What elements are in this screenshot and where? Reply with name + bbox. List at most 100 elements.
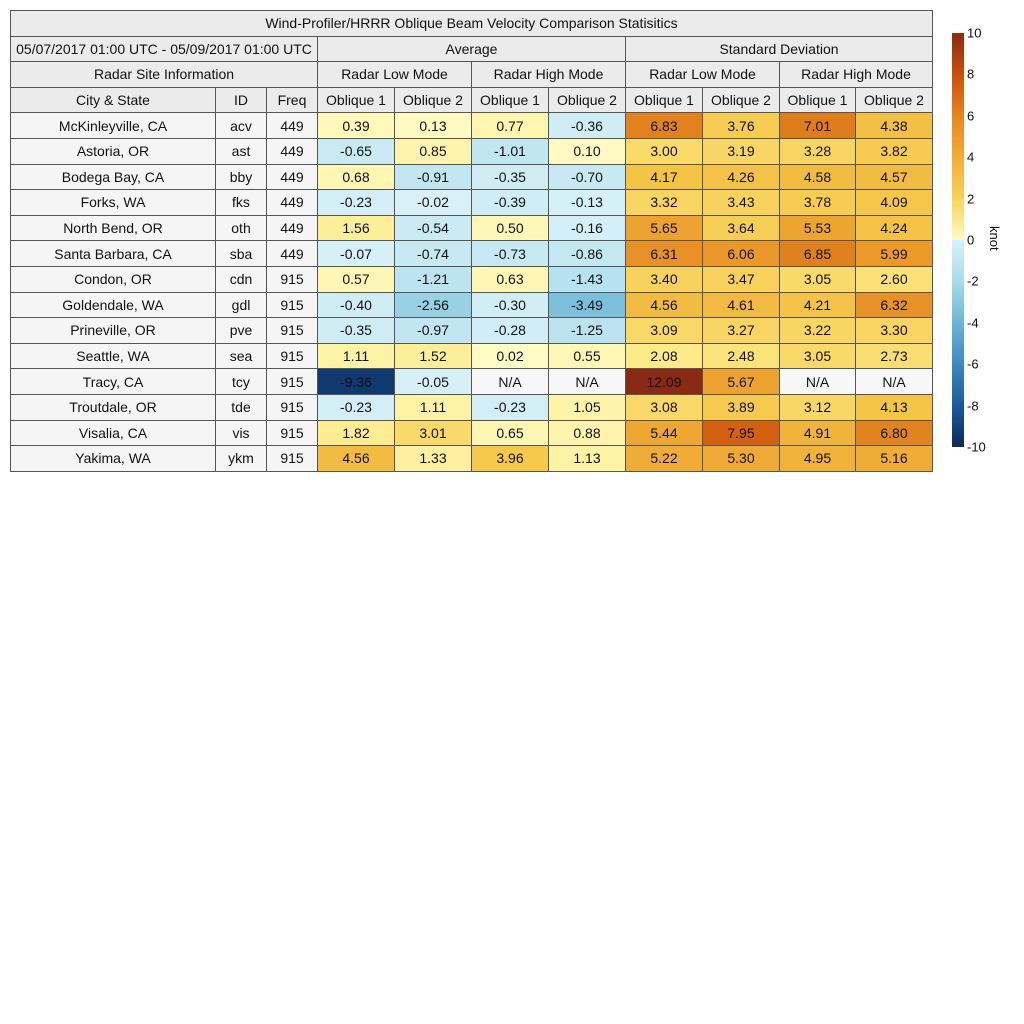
value-cell: N/A — [548, 368, 626, 395]
id-cell: sba — [215, 240, 267, 267]
freq-cell: 915 — [266, 368, 318, 395]
table-title: Wind-Profiler/HRRR Oblique Beam Velocity… — [10, 10, 933, 37]
value-cell: -1.25 — [548, 317, 626, 344]
value-cell: 3.32 — [625, 189, 703, 216]
value-cell: N/A — [855, 368, 933, 395]
city-cell: Condon, OR — [10, 265, 216, 293]
city-cell: Yakima, WA — [10, 445, 216, 472]
freq-cell: 449 — [266, 137, 318, 165]
column-header: Oblique 2 — [855, 86, 933, 114]
freq-cell: 449 — [266, 189, 318, 216]
value-cell: 1.11 — [394, 393, 472, 421]
table-row: Yakima, WA ykm 915 4.56 1.33 3.96 1.13 5.22 5.30… — [10, 445, 933, 472]
table-row: North Bend, OR oth 449 1.56 -0.54 0.50 -0.16 5.… — [10, 214, 933, 242]
value-cell: 3.89 — [702, 393, 780, 421]
column-header: Freq — [266, 86, 318, 114]
value-cell: -0.23 — [317, 393, 395, 421]
value-cell: 2.60 — [855, 265, 933, 293]
value-cell: N/A — [779, 368, 856, 395]
freq-cell: 449 — [266, 214, 318, 242]
id-cell: cdn — [215, 265, 267, 293]
value-cell: 3.00 — [625, 137, 703, 165]
freq-cell: 915 — [266, 342, 318, 370]
value-cell: 3.09 — [625, 317, 703, 344]
value-cell: -0.40 — [317, 291, 395, 319]
value-cell: 5.53 — [779, 214, 856, 242]
value-cell: -0.28 — [471, 317, 549, 344]
value-cell: -0.39 — [471, 189, 549, 216]
city-cell: Troutdale, OR — [10, 393, 216, 421]
value-cell: 0.10 — [548, 137, 626, 165]
value-cell: 2.08 — [625, 342, 703, 370]
value-cell: 1.33 — [394, 445, 472, 472]
value-cell: 7.95 — [702, 419, 780, 447]
column-header: ID — [215, 86, 267, 114]
table-row: Prineville, OR pve 915 -0.35 -0.97 -0.28 -1.25… — [10, 317, 933, 344]
value-cell: -0.16 — [548, 214, 626, 242]
value-cell: 3.28 — [779, 137, 856, 165]
value-cell: 3.08 — [625, 393, 703, 421]
table-row: Bodega Bay, CA bby 449 0.68 -0.91 -0.35 -0.70 4… — [10, 163, 933, 191]
table-row: McKinleyville, CA acv 449 0.39 0.13 0.77 -0.36… — [10, 112, 933, 139]
value-cell: 5.99 — [855, 240, 933, 267]
table-row: Visalia, CA vis 915 1.82 3.01 0.65 0.88 5.44 7.9… — [10, 419, 933, 447]
value-cell: -0.97 — [394, 317, 472, 344]
value-cell: 0.39 — [317, 112, 395, 139]
value-cell: 5.44 — [625, 419, 703, 447]
value-cell: -0.70 — [548, 163, 626, 191]
value-cell: 2.48 — [702, 342, 780, 370]
value-cell: 1.05 — [548, 393, 626, 421]
city-cell: Astoria, OR — [10, 137, 216, 165]
freq-cell: 915 — [266, 317, 318, 344]
value-cell: 3.27 — [702, 317, 780, 344]
value-cell: 6.31 — [625, 240, 703, 267]
value-cell: 4.13 — [855, 393, 933, 421]
value-cell: -0.91 — [394, 163, 472, 191]
value-cell: 0.55 — [548, 342, 626, 370]
id-cell: sea — [215, 342, 267, 370]
value-cell: -0.36 — [548, 112, 626, 139]
value-cell: -0.35 — [317, 317, 395, 344]
value-cell: 5.67 — [702, 368, 780, 395]
value-cell: 1.52 — [394, 342, 472, 370]
value-cell: 4.21 — [779, 291, 856, 319]
value-cell: 4.58 — [779, 163, 856, 191]
table-row: Santa Barbara, CA sba 449 -0.07 -0.74 -0.73 -0… — [10, 240, 933, 267]
value-cell: 0.50 — [471, 214, 549, 242]
value-cell: 3.82 — [855, 137, 933, 165]
colorbar-tick: 0 — [967, 232, 975, 248]
value-cell: 3.12 — [779, 393, 856, 421]
value-cell: 4.91 — [779, 419, 856, 447]
value-cell: 4.17 — [625, 163, 703, 191]
value-cell: 0.68 — [317, 163, 395, 191]
value-cell: -0.23 — [471, 393, 549, 421]
column-header: Oblique 2 — [394, 86, 472, 114]
city-cell: Goldendale, WA — [10, 291, 216, 319]
id-cell: tde — [215, 393, 267, 421]
value-cell: -0.35 — [471, 163, 549, 191]
city-cell: Visalia, CA — [10, 419, 216, 447]
value-cell: 3.78 — [779, 189, 856, 216]
colorbar-tick: 2 — [967, 191, 975, 207]
value-cell: 3.30 — [855, 317, 933, 344]
value-cell: 0.65 — [471, 419, 549, 447]
column-header: Oblique 1 — [471, 86, 549, 114]
value-cell: 4.38 — [855, 112, 933, 139]
value-cell: -1.01 — [471, 137, 549, 165]
value-cell: 5.16 — [855, 445, 933, 472]
id-cell: tcy — [215, 368, 267, 395]
value-cell: 2.73 — [855, 342, 933, 370]
value-cell: 0.57 — [317, 265, 395, 293]
id-cell: ykm — [215, 445, 267, 472]
value-cell: 4.56 — [317, 445, 395, 472]
value-cell: 1.56 — [317, 214, 395, 242]
table-row: Astoria, OR ast 449 -0.65 0.85 -1.01 0.10 3.00 3… — [10, 137, 933, 165]
column-header: Oblique 2 — [548, 86, 626, 114]
colorbar — [952, 33, 964, 447]
colorbar-tick: -2 — [967, 273, 979, 289]
table-row: Troutdale, OR tde 915 -0.23 1.11 -0.23 1.05 3.0… — [10, 393, 933, 421]
value-cell: -0.54 — [394, 214, 472, 242]
city-cell: Tracy, CA — [10, 368, 216, 395]
value-cell: 6.06 — [702, 240, 780, 267]
site-info-header: Radar Site Information — [10, 61, 318, 88]
